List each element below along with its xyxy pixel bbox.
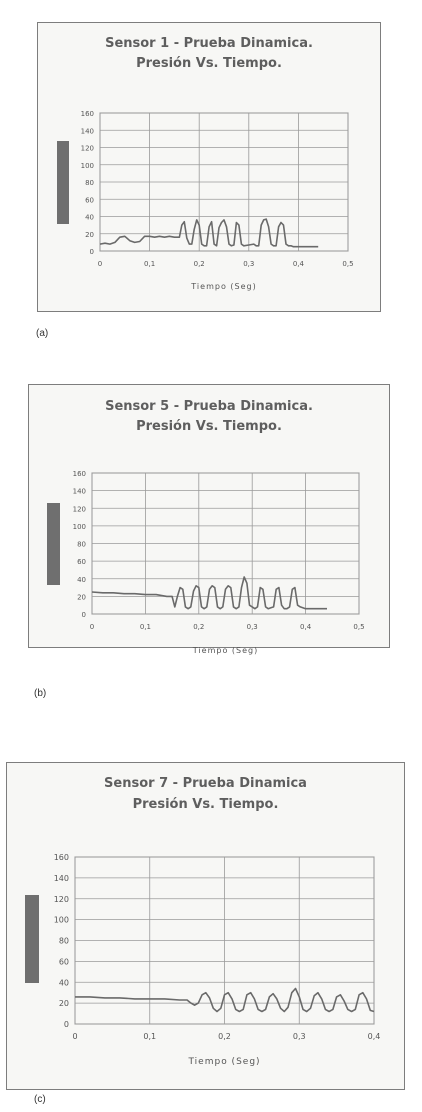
y-tick-label: 0 (64, 1020, 69, 1029)
plot-area: 0 20 40 60 80 100 120 140 160 0 0,1 0,2 0,3 0,4 0,5 Tie… (81, 110, 354, 291)
y-tick-label: 0 (90, 248, 94, 256)
chart-title: Sensor 5 - Prueba Dinamica. (105, 399, 313, 414)
x-tick-label: 0,4 (368, 1032, 381, 1041)
x-tick-label: 0,1 (143, 1032, 156, 1041)
chart-subtitle: Presión Vs. Tiempo. (132, 797, 279, 812)
x-tick-label: 0,3 (243, 260, 254, 268)
y-tick-label: 80 (85, 179, 94, 187)
y-tick-label: 40 (59, 978, 69, 987)
y-tick-label: 40 (77, 576, 86, 584)
y-tick-label: 160 (73, 470, 86, 478)
x-tick-label: 0 (90, 623, 94, 631)
chart-title: Sensor 7 - Prueba Dinamica (104, 776, 307, 791)
series-line (91, 576, 327, 610)
y-tick-label: 0 (82, 611, 86, 619)
y-tick-label: 60 (77, 558, 86, 566)
x-tick-label: 0,2 (193, 623, 204, 631)
series-line (75, 987, 375, 1013)
y-tick-label: 120 (81, 145, 94, 153)
chart-panel-c: Sensor 7 - Prueba Dinamica Presión Vs. T… (6, 762, 405, 1090)
x-tick-label: 0,3 (293, 1032, 306, 1041)
y-tick-label: 100 (81, 162, 94, 170)
series-line (99, 218, 319, 248)
y-tick-label: 20 (77, 593, 86, 601)
y-tick-label: 60 (59, 957, 69, 966)
x-axis-label: Tiempo (Seg) (190, 282, 256, 291)
x-tick-label: 0,2 (194, 260, 205, 268)
x-tick-label: 0,2 (218, 1032, 231, 1041)
chart-panel-a: Sensor 1 - Prueba Dinamica. Presión Vs. … (37, 22, 381, 312)
y-tick-label: 80 (59, 937, 69, 946)
plot-area: 0 20 40 60 80 100 120 140 160 0 0,1 0,2 0,3 0,4 Tiempo… (54, 853, 381, 1067)
x-tick-label: 0 (72, 1032, 77, 1041)
chart-subtitle: Presión Vs. Tiempo. (136, 419, 282, 434)
y-tick-label: 40 (85, 214, 94, 222)
legend-marker (57, 141, 69, 224)
x-tick-label: 0,3 (247, 623, 258, 631)
y-tick-label: 120 (54, 895, 69, 904)
x-tick-label: 0,4 (293, 260, 305, 268)
x-axis-label: Tiempo (Seg) (187, 1057, 260, 1067)
x-tick-label: 0,5 (342, 260, 353, 268)
y-tick-label: 140 (81, 127, 94, 135)
y-tick-label: 60 (85, 196, 94, 204)
y-tick-label: 160 (54, 853, 69, 862)
y-tick-label: 20 (59, 999, 69, 1008)
legend-marker (47, 503, 60, 585)
caption-c: (c) (34, 1094, 46, 1105)
legend-marker (25, 895, 39, 983)
y-tick-label: 100 (54, 916, 69, 925)
y-tick-label: 100 (73, 523, 86, 531)
x-axis-label: Tiempo (Seg) (192, 646, 258, 655)
y-tick-label: 20 (85, 231, 94, 239)
y-tick-label: 120 (73, 505, 86, 513)
y-tick-label: 140 (54, 874, 69, 883)
y-tick-label: 140 (73, 488, 86, 496)
x-tick-label: 0,1 (140, 623, 151, 631)
y-tick-label: 160 (81, 110, 94, 118)
chart-title: Sensor 1 - Prueba Dinamica. (105, 36, 313, 51)
plot-area: 0 20 40 60 80 100 120 140 160 0 0,1 0,2 0,3 0,4 0,5 Tie… (73, 470, 365, 655)
x-tick-label: 0,5 (353, 623, 364, 631)
x-tick-label: 0 (98, 260, 102, 268)
chart-panel-b: Sensor 5 - Prueba Dinamica. Presión Vs. … (28, 384, 390, 655)
x-tick-label: 0,1 (144, 260, 155, 268)
caption-a: (a) (36, 328, 49, 339)
y-tick-label: 80 (77, 541, 86, 549)
caption-b: (b) (34, 688, 47, 699)
x-tick-label: 0,4 (300, 623, 312, 631)
chart-subtitle: Presión Vs. Tiempo. (136, 56, 282, 71)
